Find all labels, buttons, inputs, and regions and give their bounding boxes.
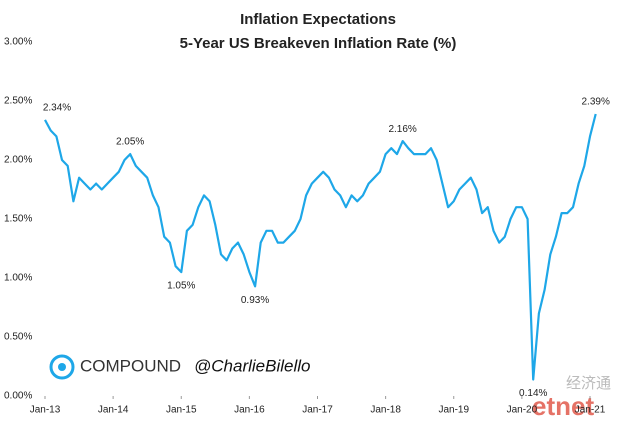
x-tick-label: Jan-16 [234,405,265,416]
data-label: 1.05% [167,281,195,292]
data-label: 2.39% [581,97,609,108]
x-tick-label: Jan-21 [575,405,606,416]
brand-handle: @CharlieBilello [194,356,310,375]
watermark-cn: 经济通 [566,375,611,392]
x-tick-label: Jan-19 [438,405,469,416]
brand-name: COMPOUND [80,356,181,375]
logo-ring [49,354,75,380]
y-tick-label: 3.00% [4,37,32,48]
y-tick-label: 0.50% [4,332,32,343]
data-label: 2.05% [116,137,144,148]
x-tick-label: Jan-13 [30,405,61,416]
y-tick-label: 0.00% [4,391,32,402]
watermark-en: etnet [532,391,594,421]
chart-subtitle: 5-Year US Breakeven Inflation Rate (%) [180,35,457,52]
series-line [44,113,597,381]
y-tick-label: 1.50% [4,214,32,225]
data-label: 0.14% [519,388,547,399]
x-tick-label: Jan-20 [507,405,538,416]
data-label: 2.16% [388,124,416,135]
data-label: 2.34% [43,103,71,114]
logo [49,354,75,380]
y-tick-label: 2.50% [4,96,32,107]
chart-title: Inflation Expectations [240,11,396,28]
data-label: 0.93% [241,295,269,306]
x-tick-label: Jan-15 [166,405,197,416]
logo-dot [58,363,66,371]
x-tick-label: Jan-18 [370,405,401,416]
y-tick-label: 1.00% [4,273,32,284]
y-tick-label: 2.00% [4,155,32,166]
x-tick-label: Jan-17 [302,405,333,416]
x-tick-label: Jan-14 [98,405,129,416]
